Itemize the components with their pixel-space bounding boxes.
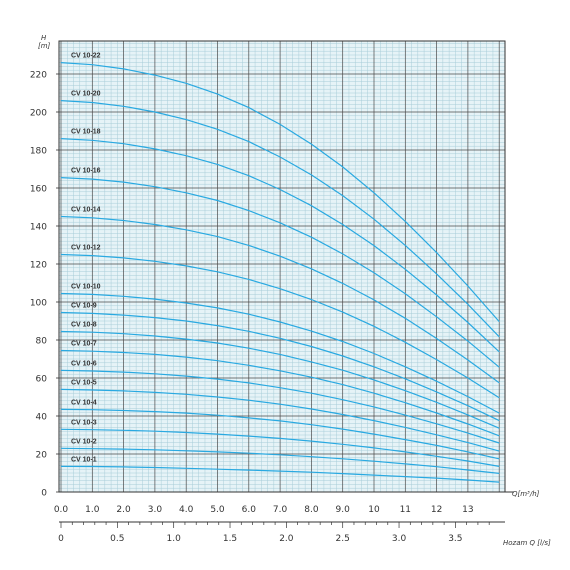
curves [60,62,500,483]
axes [58,40,514,523]
x2-tick-label: 0 [58,534,64,544]
x2-tick-label: 2.0 [279,534,294,544]
y-axis-unit: [m] [38,42,51,50]
curve-label: CV 10-8 [71,322,97,329]
curve-cv-10-22 [60,62,500,322]
curve-label: CV 10-2 [71,438,97,445]
y-tick-label: 40 [36,413,48,423]
y-tick-label: 80 [36,337,48,347]
curve-label: CV 10-20 [71,91,101,98]
y-tick-label: 120 [30,261,47,271]
curve-label: CV 10-10 [71,284,101,291]
curve-cv-10-6 [60,369,500,444]
curve-cv-10-9 [60,311,500,422]
x2-axis-name: Hozam Q [l/s] [503,539,551,547]
x2-tick-label: 1.5 [223,534,237,544]
curve-label: CV 10-4 [71,399,97,406]
curve-cv-10-12 [60,253,500,399]
curve-label: CV 10-3 [71,419,97,426]
curve-cv-10-3 [60,428,500,467]
y-tick-label: 200 [30,109,47,119]
x-tick-label: 13 [462,505,473,515]
curve-label: CV 10-22 [71,53,101,60]
curve-label: CV 10-7 [71,341,97,348]
curve-cv-10-1 [60,465,500,483]
x-tick-label: 5.0 [210,505,225,515]
y-tick-label: 160 [30,185,47,195]
y-tick-label: 180 [30,147,47,157]
y-tick-label: 0 [41,489,47,499]
curve-cv-10-4 [60,408,500,460]
curve-cv-10-14 [60,215,500,384]
y-axis-name: H [41,34,47,42]
grid [59,41,505,493]
curve-label: CV 10-9 [71,303,97,310]
curve-cv-10-16 [60,177,500,368]
x-tick-label: 0.0 [54,505,69,515]
x-tick-label: 9.0 [336,505,351,515]
x-tick-label: 8.0 [304,505,319,515]
curve-cv-10-2 [60,447,500,474]
y-tick-label: 100 [30,299,47,309]
plot-background [59,41,505,492]
curve-cv-10-20 [60,100,500,338]
x-tick-label: 11 [400,505,411,515]
x-tick-label: 4.0 [179,505,194,515]
x-axis-name: Q[m³/h] [512,490,540,498]
curve-cv-10-5 [60,388,500,452]
curve-cv-10-18 [60,138,500,353]
y-tick-label: 60 [36,375,48,385]
y-tick-label: 20 [36,451,48,461]
x-tick-label: 6.0 [242,505,257,515]
curve-label: CV 10-5 [71,379,97,386]
curve-cv-10-10 [60,292,500,414]
curve-label: CV 10-16 [71,168,101,175]
y-tick-label: 220 [30,71,47,81]
curve-label: CV 10-14 [71,207,101,214]
x-tick-label: 10 [368,505,380,515]
curve-label: CV 10-12 [71,245,101,252]
curve-cv-10-7 [60,349,500,437]
curve-cv-10-8 [60,330,500,429]
curve-label: CV 10-18 [71,129,101,136]
x-tick-label: 1.0 [85,505,100,515]
x2-tick-label: 1.0 [167,534,182,544]
x-tick-label: 2.0 [116,505,131,515]
x-tick-label: 3.0 [148,505,163,515]
curve-label: CV 10-1 [71,456,97,463]
x2-tick-label: 3.0 [392,534,407,544]
x2-tick-label: 0.5 [110,534,124,544]
curve-label: CV 10-6 [71,360,97,367]
x2-tick-label: 2.5 [336,534,350,544]
x-tick-label: 12 [431,505,442,515]
x-tick-label: 7.0 [273,505,288,515]
y-tick-label: 140 [30,223,47,233]
curve-labels: CV 10-1 CV 10-2 CV 10-3 CV 10-4 CV 10-5 CV 10… [71,53,101,464]
x2-tick-label: 3.5 [448,534,462,544]
